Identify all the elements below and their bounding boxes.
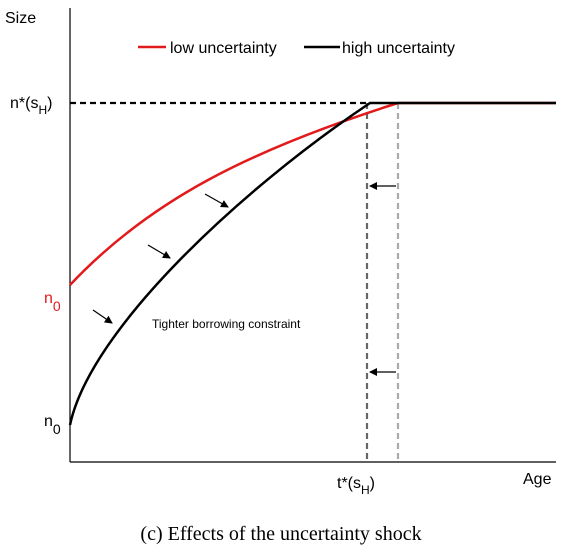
caption: (c) Effects of the uncertainty shock — [140, 523, 421, 545]
n-star-sub: H — [38, 103, 47, 117]
n0-high-sub: 0 — [53, 421, 61, 437]
legend-label: low uncertainty — [170, 40, 277, 57]
x-axis-label: Age — [523, 471, 552, 488]
t-star-label: t*(sH) — [337, 475, 375, 497]
y-axis-label: Size — [5, 10, 36, 27]
annotation: Tighter borrowing constraint — [152, 317, 301, 331]
t-star-close: ) — [370, 475, 375, 492]
n-star-base: n*(s — [10, 95, 38, 112]
n0-high-base: n — [44, 413, 53, 430]
t-star-base: t*(s — [337, 475, 361, 492]
n0-low-base: n — [44, 290, 53, 307]
high-uncertainty-curve — [68, 101, 556, 426]
arrow — [92, 309, 113, 324]
legend-label: high uncertainty — [342, 40, 455, 57]
low-uncertainty-curve — [69, 101, 556, 286]
n0-low-label: n0 — [44, 290, 61, 314]
n-star-close: ) — [47, 95, 52, 112]
n0-high-label: n0 — [44, 413, 61, 437]
n0-low-sub: 0 — [53, 298, 61, 314]
arrow — [147, 244, 171, 259]
n-star-label: n*(sH) — [10, 95, 52, 117]
t-star-sub: H — [361, 483, 370, 497]
arrow — [204, 193, 229, 208]
